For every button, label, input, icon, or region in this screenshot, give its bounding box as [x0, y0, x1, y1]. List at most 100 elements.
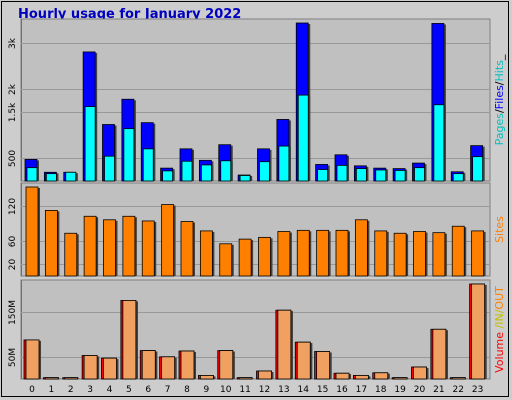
xtick-label: 5 [126, 385, 132, 395]
hits-bar [162, 170, 174, 182]
sites-bar [432, 232, 446, 277]
chart-panel-hits-files [20, 18, 491, 182]
sites-bar [413, 231, 426, 277]
hits-bar [181, 160, 193, 182]
sites-bar [393, 232, 407, 277]
xtick-label: 23 [472, 385, 483, 395]
chart-panel-sites [20, 182, 491, 277]
hits-bar [336, 164, 348, 182]
ytick-label: 500 [8, 150, 18, 167]
xtick-label: 2 [68, 385, 74, 395]
xtick-label: 19 [394, 385, 406, 395]
ytick-label: 60 [8, 236, 18, 248]
sites-bar [44, 210, 58, 277]
hits-bar [297, 94, 309, 182]
legend-label-top-part: Hits [493, 60, 506, 82]
ytick-label: 150M [8, 300, 18, 325]
sites-bar [277, 231, 291, 277]
legend-label-top: Pages/Files/Hits_ [493, 54, 506, 145]
xtick-label: 8 [184, 385, 190, 395]
hits-bar [375, 169, 387, 182]
xtick-label: 4 [107, 385, 113, 395]
volume-in-bar [64, 377, 79, 380]
sites-bar [451, 225, 465, 277]
xtick-label: 17 [356, 385, 367, 395]
legend-label-top-part: Files [493, 85, 506, 109]
legend-label-top-part: _ [493, 54, 506, 61]
volume-in-bar [354, 375, 369, 380]
hits-bar [433, 104, 445, 182]
ytick-label: 1.5k [8, 102, 18, 122]
sites-bar [180, 221, 194, 277]
xtick-label: 7 [165, 385, 171, 395]
sites-bar [161, 204, 175, 277]
xtick-label: 0 [29, 385, 35, 395]
hits-bar [65, 171, 77, 182]
xtick-label: 21 [433, 385, 444, 395]
hits-bar [239, 175, 251, 182]
volume-in-bar [161, 356, 176, 380]
ytick-label: 120 [8, 198, 18, 215]
volume-in-bar [316, 351, 331, 380]
sites-bar [122, 215, 136, 277]
xtick-label: 9 [204, 385, 210, 395]
legend-label-bottom-part: Volume [493, 332, 506, 373]
hits-bar [317, 169, 329, 182]
volume-in-bar [238, 377, 253, 380]
legend-label-bottom-part: /IN/ [493, 309, 506, 332]
xtick-label: 22 [453, 385, 464, 395]
xtick-label: 14 [298, 385, 310, 395]
sites-bar [219, 243, 233, 277]
sites-bar [258, 236, 271, 277]
xtick-label: 16 [336, 385, 348, 395]
sites-bar [83, 215, 97, 277]
sites-bar [471, 230, 485, 277]
hits-bar [84, 106, 96, 182]
hits-bar [259, 161, 270, 182]
xtick-label: 12 [259, 385, 270, 395]
xtick-label: 1 [49, 385, 55, 395]
hits-bar [104, 155, 115, 182]
sites-bar [25, 186, 39, 277]
volume-in-bar [180, 350, 195, 380]
legend-label-bottom: Volume /IN/OUT [493, 286, 506, 373]
xtick-label: 13 [278, 385, 289, 395]
volume-in-bar [374, 372, 389, 380]
legend-label-middle-part: Sites [493, 216, 506, 243]
sites-bar [238, 238, 252, 277]
legend-label-bottom-part: OUT [493, 286, 506, 310]
sites-bar [103, 219, 116, 277]
volume-in-bar [432, 328, 447, 380]
sites-bar [199, 230, 213, 277]
hits-bar [472, 156, 484, 182]
ytick-label: 20 [8, 259, 18, 271]
ytick-label: 3k [8, 37, 18, 49]
volume-in-bar [103, 357, 117, 380]
volume-in-bar [122, 300, 137, 380]
legend-label-middle: Sites [493, 216, 506, 243]
volume-in-bar [219, 350, 234, 380]
volume-in-bar [141, 350, 156, 380]
ytick-label: 2k [8, 83, 18, 95]
volume-in-bar [199, 375, 214, 380]
hits-bar [394, 170, 406, 182]
volume-in-bar [258, 370, 272, 380]
sites-bar [141, 220, 155, 277]
hits-bar [414, 167, 425, 182]
volume-in-bar [277, 309, 292, 380]
sites-bar [296, 229, 310, 277]
hits-bar [123, 128, 135, 182]
xtick-label: 11 [239, 385, 250, 395]
hits-bar [142, 148, 154, 182]
hits-bar [452, 173, 464, 182]
volume-in-bar [451, 377, 466, 380]
ytick-label: 50M [8, 348, 18, 367]
xtick-label: 20 [414, 385, 426, 395]
sites-bar [316, 229, 330, 277]
hits-bar [200, 164, 212, 182]
hits-bar [278, 145, 290, 182]
xtick-label: 10 [220, 385, 232, 395]
